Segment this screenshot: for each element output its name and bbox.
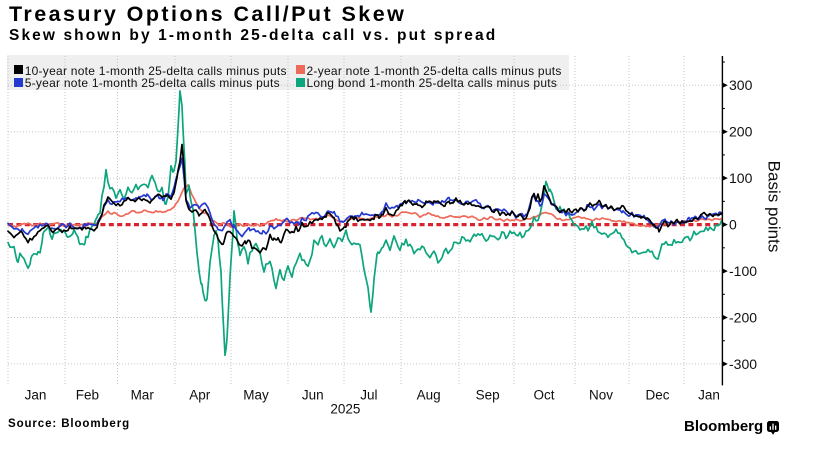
svg-text:Mar: Mar [131, 388, 155, 403]
svg-text:100: 100 [729, 170, 753, 186]
svg-text:Aug: Aug [417, 388, 441, 403]
svg-text:May: May [243, 388, 269, 403]
svg-text:Sep: Sep [476, 388, 500, 403]
svg-text:300: 300 [729, 77, 753, 93]
svg-text:Dec: Dec [645, 388, 669, 403]
svg-text:Jan: Jan [698, 388, 720, 403]
svg-text:2025: 2025 [330, 402, 360, 417]
svg-text:Jul: Jul [360, 388, 377, 403]
svg-text:Oct: Oct [533, 388, 554, 403]
svg-text:-100: -100 [729, 263, 757, 279]
svg-text:Jun: Jun [302, 388, 324, 403]
svg-text:Basis points: Basis points [765, 161, 784, 253]
svg-text:Nov: Nov [589, 388, 613, 403]
svg-text:Apr: Apr [189, 388, 211, 403]
svg-text:-200: -200 [729, 309, 757, 325]
svg-text:0: 0 [729, 217, 737, 233]
svg-text:Jan: Jan [25, 388, 47, 403]
svg-text:200: 200 [729, 124, 753, 140]
svg-text:Feb: Feb [76, 388, 99, 403]
svg-text:-300: -300 [729, 356, 757, 372]
